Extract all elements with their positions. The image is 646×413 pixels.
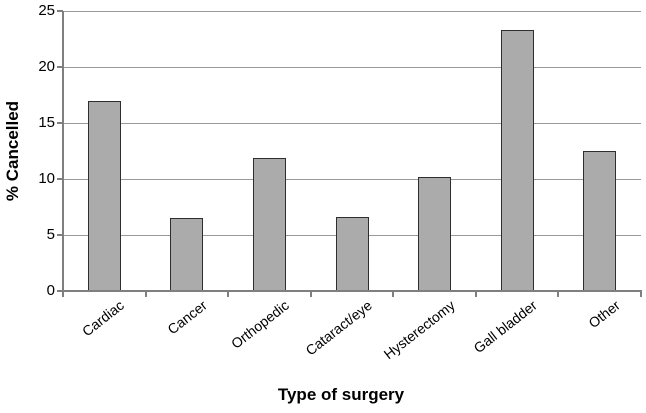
gridline-15 xyxy=(63,122,641,124)
y-tick-label-20: 20 xyxy=(38,58,55,75)
y-axis-line xyxy=(62,11,64,292)
x-axis-title: Type of surgery xyxy=(277,385,405,404)
bar-cardiac xyxy=(87,100,121,291)
x-tick-4 xyxy=(392,291,395,297)
x-tick-7 xyxy=(640,291,642,297)
y-tick-10 xyxy=(57,178,63,180)
x-tick-5 xyxy=(474,291,477,297)
bar-other xyxy=(583,151,617,291)
bar-orthopedic xyxy=(252,157,286,291)
y-tick-label-10: 10 xyxy=(38,170,55,187)
bar-hysterectomy xyxy=(418,176,452,291)
y-tick-label-15: 15 xyxy=(38,114,55,131)
x-axis-line xyxy=(62,290,642,292)
bar-gall-bladder xyxy=(500,30,534,291)
gridline-25 xyxy=(63,10,641,12)
x-tick-6 xyxy=(557,291,560,297)
y-tick-label-5: 5 xyxy=(46,226,55,243)
bar-cancer xyxy=(170,218,204,291)
x-tick-2 xyxy=(227,291,230,297)
y-tick-25 xyxy=(57,10,63,12)
y-tick-5 xyxy=(57,234,63,236)
y-tick-label-25: 25 xyxy=(38,2,55,19)
x-tick-0 xyxy=(62,291,64,297)
y-tick-20 xyxy=(57,66,63,68)
y-tick-label-0: 0 xyxy=(46,282,55,299)
gridline-20 xyxy=(63,66,641,68)
y-tick-15 xyxy=(57,122,63,124)
gridline-10 xyxy=(63,178,641,180)
x-tick-3 xyxy=(309,291,312,297)
x-tick-1 xyxy=(144,291,147,297)
bar-cataract-eye xyxy=(335,217,369,291)
y-tick-0 xyxy=(57,290,63,292)
